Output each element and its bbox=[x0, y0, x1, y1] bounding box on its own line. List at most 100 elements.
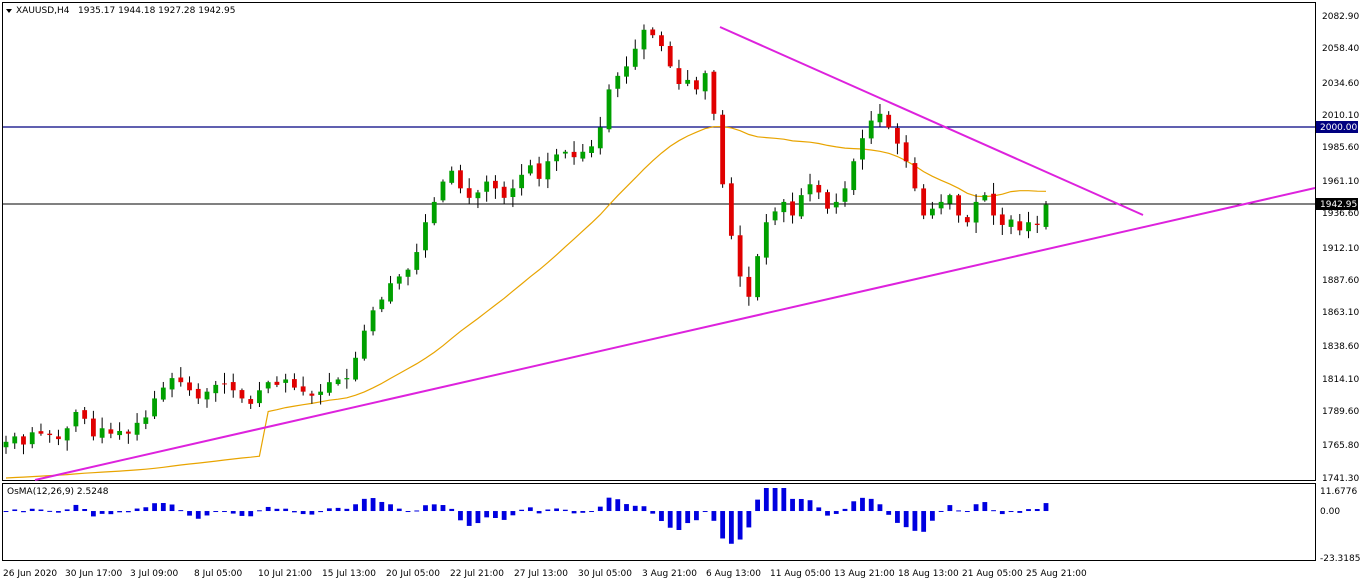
osma-bar bbox=[405, 511, 411, 513]
support-trendline[interactable] bbox=[34, 187, 1316, 481]
osma-bar bbox=[12, 509, 18, 512]
osma-bar bbox=[414, 510, 420, 512]
osma-bar bbox=[624, 504, 629, 512]
osma-bar bbox=[1017, 511, 1023, 513]
candle-body bbox=[361, 330, 367, 359]
candle-body bbox=[213, 384, 219, 394]
osma-bar bbox=[178, 510, 184, 512]
level-2000-marker bbox=[1316, 121, 1358, 133]
price-tick-label: 1741.30 bbox=[1322, 474, 1359, 484]
osma-bar bbox=[449, 508, 455, 512]
chart-header-symbol: XAUUSD,H4 bbox=[16, 6, 70, 16]
candle-body bbox=[160, 387, 166, 400]
price-tick-label: 1838.60 bbox=[1322, 342, 1359, 352]
price-tick-label: 2058.40 bbox=[1322, 44, 1359, 54]
osma-bar bbox=[501, 511, 507, 520]
chart-header-ohlc: 1935.17 1944.18 1927.28 1942.95 bbox=[78, 6, 235, 16]
candle-body bbox=[746, 276, 752, 297]
osma-bar bbox=[597, 506, 603, 512]
price-tick-label: 2010.10 bbox=[1322, 111, 1359, 121]
candle-body bbox=[134, 422, 140, 435]
price-tick-label: 1887.60 bbox=[1322, 276, 1359, 286]
osma-bar bbox=[659, 511, 664, 522]
candle-body bbox=[195, 388, 201, 399]
osma-bar bbox=[143, 507, 149, 512]
osma-bar bbox=[134, 508, 140, 512]
candle-body bbox=[501, 186, 507, 198]
osma-bar bbox=[982, 502, 988, 512]
price-tick-label: 1961.10 bbox=[1322, 177, 1359, 187]
candles-layer bbox=[3, 24, 1049, 455]
current-price-marker bbox=[1316, 198, 1358, 210]
candle-body bbox=[326, 382, 332, 393]
resistance-trendline[interactable] bbox=[719, 26, 1144, 216]
candle-body bbox=[47, 433, 53, 436]
osma-bar bbox=[860, 497, 865, 512]
candle-body bbox=[117, 430, 123, 436]
candle-body bbox=[458, 170, 463, 189]
osma-bar bbox=[571, 511, 577, 514]
osma-bar bbox=[318, 511, 324, 513]
time-tick-label: 20 Jul 05:00 bbox=[386, 569, 440, 579]
osma-bar bbox=[536, 511, 542, 514]
candle-body bbox=[449, 170, 455, 183]
osma-bar bbox=[816, 507, 822, 512]
osma-bar bbox=[868, 498, 874, 512]
osma-bar bbox=[877, 504, 883, 512]
candle-body bbox=[921, 188, 927, 216]
osma-bar bbox=[195, 511, 201, 519]
osma-bar bbox=[833, 511, 839, 514]
candle-body bbox=[886, 114, 892, 128]
candle-body bbox=[125, 431, 131, 434]
symbol-dropdown-icon[interactable] bbox=[6, 9, 12, 13]
osma-bar bbox=[763, 488, 769, 512]
candle-body bbox=[851, 161, 857, 191]
osma-bar bbox=[29, 508, 35, 512]
candle-body bbox=[152, 398, 157, 417]
candle-body bbox=[21, 436, 26, 445]
osma-bar bbox=[676, 511, 682, 530]
time-tick-label: 21 Aug 05:00 bbox=[962, 569, 1023, 579]
osma-header: OsMA(12,26,9) 2.5248 bbox=[7, 487, 109, 497]
time-tick-label: 27 Jul 13:00 bbox=[514, 569, 568, 579]
candle-body bbox=[257, 390, 262, 404]
price-tick-label: 1985.60 bbox=[1322, 143, 1359, 153]
candle-body bbox=[1017, 221, 1023, 231]
candle-body bbox=[335, 379, 341, 385]
osma-bar bbox=[152, 503, 157, 512]
candle-body bbox=[999, 214, 1005, 225]
candle-body bbox=[545, 161, 551, 180]
osma-bar bbox=[781, 488, 787, 512]
osma-bar bbox=[694, 511, 699, 521]
osma-bar bbox=[589, 511, 594, 513]
candle-body bbox=[964, 217, 970, 223]
osma-bar bbox=[283, 508, 289, 512]
candle-body bbox=[510, 188, 516, 198]
osma-bar bbox=[685, 511, 691, 524]
osma-bar bbox=[99, 511, 105, 514]
osma-bar bbox=[3, 511, 9, 513]
candle-body bbox=[265, 382, 271, 389]
candle-body bbox=[274, 381, 280, 385]
osma-bar bbox=[842, 508, 848, 512]
osma-bar bbox=[667, 511, 673, 528]
candle-body bbox=[239, 390, 245, 399]
candle-body bbox=[230, 382, 236, 391]
candle-body bbox=[1026, 222, 1031, 232]
candle-body bbox=[903, 142, 909, 162]
osma-bar bbox=[230, 511, 236, 514]
candle-body bbox=[606, 89, 612, 130]
candle-body bbox=[737, 235, 743, 277]
candle-body bbox=[702, 73, 708, 92]
osma-bar bbox=[300, 511, 306, 515]
time-tick-label: 15 Jul 13:00 bbox=[322, 569, 376, 579]
candle-body bbox=[991, 193, 996, 216]
osma-bar bbox=[239, 511, 245, 516]
moving-average-line bbox=[5, 125, 1047, 479]
candle-body bbox=[318, 391, 324, 395]
candle-body bbox=[475, 192, 481, 199]
osma-bar bbox=[73, 504, 79, 512]
osma-bar bbox=[82, 508, 88, 512]
candle-body bbox=[29, 432, 35, 445]
osma-bar bbox=[999, 511, 1005, 515]
